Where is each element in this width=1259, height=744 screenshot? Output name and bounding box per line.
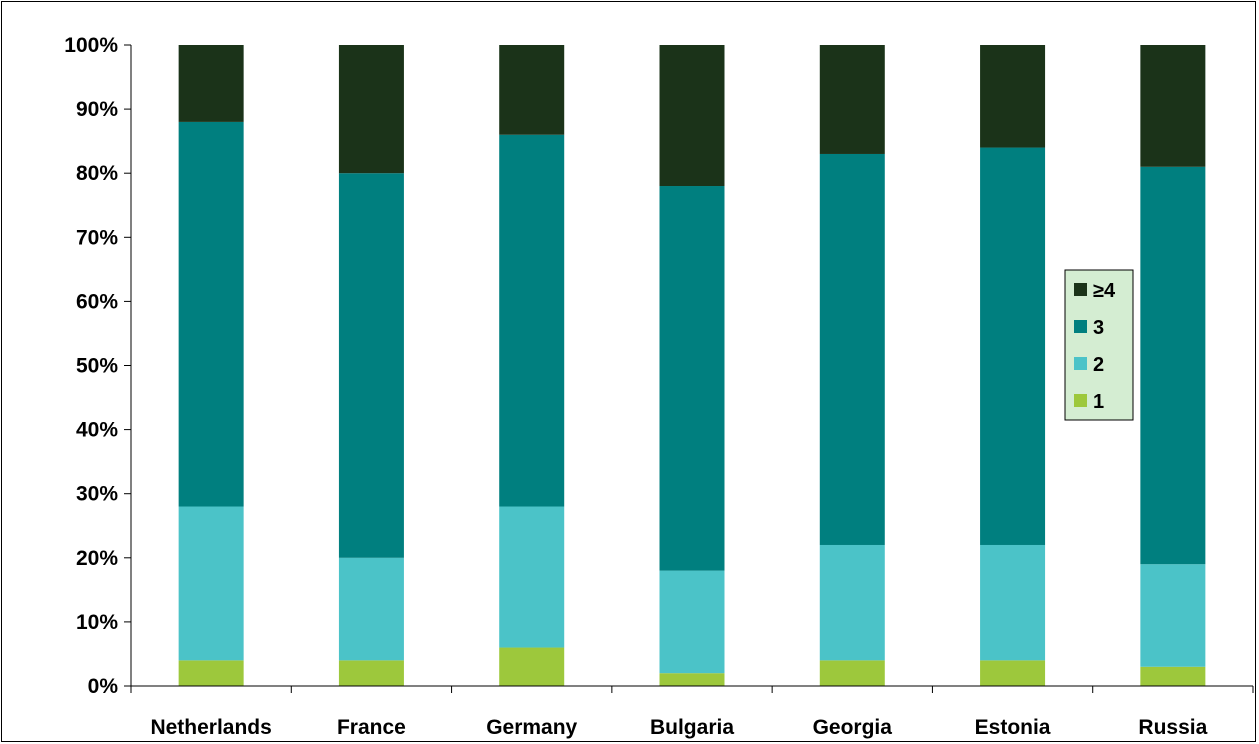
bar-bulgaria-series-3 bbox=[659, 45, 725, 187]
y-tick-label: 40% bbox=[76, 419, 118, 442]
x-tick-label-bulgaria: Bulgaria bbox=[650, 716, 734, 739]
legend-label-4: ≥4 bbox=[1093, 280, 1116, 302]
bars-layer bbox=[178, 45, 1206, 686]
bar-netherlands-series-1 bbox=[178, 506, 244, 661]
y-tick-label: 100% bbox=[64, 34, 118, 57]
bar-netherlands-series-3 bbox=[178, 45, 244, 122]
legend-swatch-1 bbox=[1074, 394, 1087, 407]
bar-georgia-series-1 bbox=[819, 544, 885, 661]
bar-bulgaria-series-2 bbox=[659, 186, 725, 571]
x-tick-label-netherlands: Netherlands bbox=[150, 716, 271, 739]
legend-label-3: 3 bbox=[1093, 317, 1104, 339]
bar-georgia-series-0 bbox=[819, 660, 885, 686]
bar-russia-series-1 bbox=[1140, 564, 1206, 667]
bar-russia-series-2 bbox=[1140, 166, 1206, 565]
bar-france-series-1 bbox=[338, 557, 404, 661]
bar-netherlands-series-0 bbox=[178, 660, 244, 686]
axes-layer: 0% 10% 20% 30% 40% 50% 60% 70% 80% 90% 100% Netherl… bbox=[64, 34, 1254, 739]
bar-germany-series-3 bbox=[499, 45, 565, 135]
bar-germany-series-1 bbox=[499, 506, 565, 648]
y-tick-label: 70% bbox=[76, 226, 118, 249]
bar-germany-series-0 bbox=[499, 647, 565, 686]
bar-estonia-series-2 bbox=[980, 147, 1046, 545]
y-tick-label: 90% bbox=[76, 98, 118, 121]
y-tick-label: 30% bbox=[76, 483, 118, 506]
bar-bulgaria-series-1 bbox=[659, 570, 725, 674]
bar-germany-series-2 bbox=[499, 134, 565, 507]
bar-netherlands-series-2 bbox=[178, 121, 244, 507]
bar-russia-series-0 bbox=[1140, 666, 1206, 686]
y-tick-label: 10% bbox=[76, 611, 118, 634]
bar-bulgaria-series-0 bbox=[659, 673, 725, 686]
bar-georgia-series-3 bbox=[819, 45, 885, 154]
bar-russia-series-3 bbox=[1140, 45, 1206, 167]
legend-label-1: 1 bbox=[1093, 391, 1104, 413]
legend-swatch-4 bbox=[1074, 283, 1087, 296]
bar-france-series-2 bbox=[338, 173, 404, 558]
x-tick-label-russia: Russia bbox=[1138, 716, 1207, 739]
x-tick-label-germany: Germany bbox=[486, 716, 577, 739]
bar-estonia-series-1 bbox=[980, 544, 1046, 661]
bar-estonia-series-3 bbox=[980, 45, 1046, 148]
legend: ≥4 3 2 1 bbox=[1064, 269, 1134, 421]
bar-france-series-3 bbox=[338, 45, 404, 174]
x-tick-label-georgia: Georgia bbox=[813, 716, 893, 739]
legend-label-2: 2 bbox=[1093, 354, 1104, 376]
y-tick-label: 0% bbox=[88, 675, 119, 698]
y-tick-label: 50% bbox=[76, 355, 118, 378]
bar-estonia-series-0 bbox=[980, 660, 1046, 686]
bar-france-series-0 bbox=[338, 660, 404, 686]
bar-georgia-series-2 bbox=[819, 153, 885, 545]
y-tick-label: 80% bbox=[76, 162, 118, 185]
y-tick-label: 20% bbox=[76, 547, 118, 570]
y-tick-label: 60% bbox=[76, 290, 118, 313]
legend-swatch-2 bbox=[1074, 357, 1087, 370]
x-tick-label-estonia: Estonia bbox=[975, 716, 1051, 739]
x-tick-label-france: France bbox=[337, 716, 406, 739]
legend-swatch-3 bbox=[1074, 320, 1087, 333]
